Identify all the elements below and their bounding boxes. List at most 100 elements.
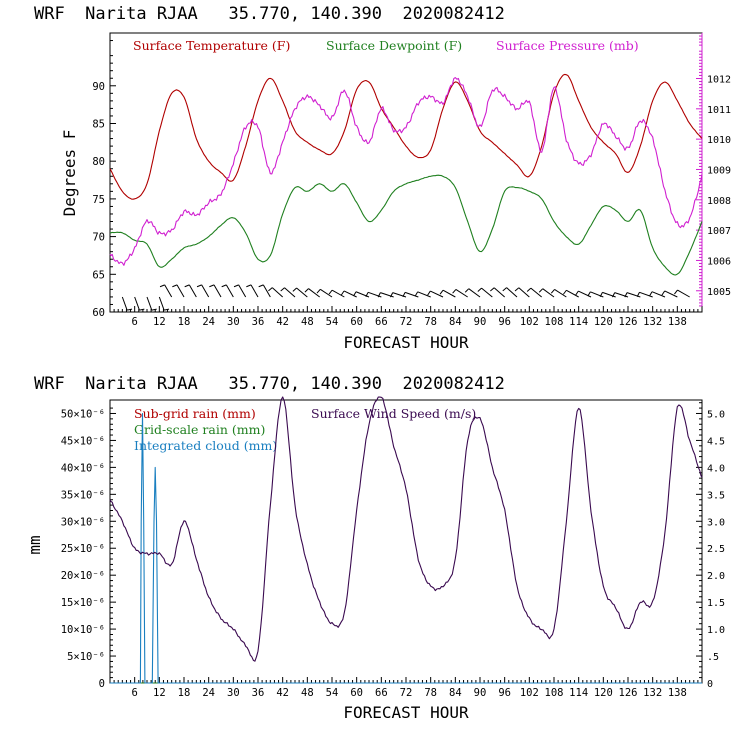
x-tick-label: 18 [178, 316, 191, 328]
wind-barb [262, 284, 271, 298]
y-tick-label: 10×10⁻⁶ [61, 624, 105, 636]
wind-barb [518, 287, 530, 298]
wind-barb-flag [316, 288, 321, 294]
wind-barb [250, 284, 259, 298]
chart-1-frame [109, 32, 703, 313]
wind-barb [284, 287, 296, 298]
series-line-surface-temperature [109, 73, 703, 200]
y2-tick-label: 0 [707, 679, 713, 690]
y2-tick-label: 1008 [707, 196, 731, 207]
y2-tick-label: 2.5 [707, 544, 725, 555]
wind-barb-flag [127, 308, 133, 311]
series-line-integrated-cloud [110, 412, 702, 684]
wind-barb [493, 287, 505, 298]
wind-barb [404, 291, 419, 298]
wind-barb-flag [514, 287, 520, 292]
x-tick-label: 84 [449, 687, 462, 699]
x-tick-label: 66 [375, 316, 388, 328]
wind-barb-flag [599, 292, 603, 298]
wind-barb-flag [328, 289, 333, 295]
wind-barb-flag [365, 292, 369, 297]
y-tick-label: 30×10⁻⁶ [61, 516, 105, 528]
wind-barb [578, 290, 592, 298]
chart-1-series [109, 73, 703, 276]
y-tick-label: 45×10⁻⁶ [61, 435, 105, 447]
wind-barb [238, 284, 247, 298]
x-tick-label: 66 [375, 687, 388, 699]
y2-tick-label: 1009 [707, 165, 731, 176]
chart-1-y-axis-title: Degrees F [60, 130, 79, 217]
x-tick-label: 24 [202, 316, 215, 328]
wind-barb [213, 284, 222, 298]
x-tick-label: 42 [276, 316, 289, 328]
x-tick-label: 48 [301, 687, 314, 699]
wind-barb [417, 291, 431, 298]
wind-barb-flag [526, 287, 532, 292]
x-tick-label: 126 [619, 687, 638, 699]
wind-barb-flag [268, 287, 273, 292]
wind-barb-flag [184, 284, 190, 288]
x-tick-label: 120 [594, 687, 613, 699]
wind-barb [164, 284, 173, 298]
x-tick-label: 138 [668, 687, 687, 699]
wind-barb-flag [427, 290, 431, 296]
x-tick-label: 78 [424, 687, 437, 699]
legend-surface-wind-speed: Surface Wind Speed (m/s) [311, 406, 476, 421]
wind-barb [188, 284, 197, 298]
series-line-surface-wind-speed [109, 396, 703, 662]
y2-tick-label: 4.0 [707, 463, 725, 474]
x-tick-label: 12 [153, 687, 166, 699]
wind-barb [392, 292, 407, 298]
chart-1-y-ticks: 60 65 70 75 80 85 90 [92, 40, 116, 319]
wind-barb [271, 287, 284, 298]
y-tick-label: 65 [92, 269, 105, 281]
wind-barb [468, 288, 481, 298]
wind-barb-flag [246, 284, 252, 288]
wind-barb-flag [164, 308, 170, 311]
wind-barb-flag [502, 287, 507, 292]
wind-barb-flag [233, 284, 239, 288]
wind-barb-flag [353, 291, 357, 297]
wind-barb [134, 296, 140, 311]
chart-2-title: WRF Narita RJAA 35.770, 140.390 20200824… [34, 374, 505, 394]
wind-barb-flag [414, 291, 419, 297]
wind-barb-flag [196, 284, 202, 288]
y2-tick-label: 3.5 [707, 490, 725, 501]
wind-barb-flag [172, 284, 178, 288]
wind-barb-flag [221, 284, 227, 288]
y-tick-label: 35×10⁻⁶ [61, 489, 105, 501]
wind-barb [121, 296, 128, 311]
y2-tick-label: .5 [707, 652, 719, 663]
y-tick-label: 50×10⁻⁶ [61, 408, 105, 420]
wind-barb [442, 289, 456, 298]
wind-barb-flag [477, 287, 482, 292]
y-tick-label: 25×10⁻⁶ [61, 543, 105, 555]
x-tick-label: 96 [498, 687, 511, 699]
y2-tick-label: 1011 [707, 105, 731, 116]
x-tick-label: 114 [569, 316, 588, 328]
y2-tick-label: 1010 [707, 135, 731, 146]
wind-barb [590, 291, 604, 298]
x-tick-label: 30 [227, 687, 240, 699]
legend-surface-dewpoint: Surface Dewpoint (F) [326, 38, 462, 53]
x-tick-label: 132 [643, 316, 662, 328]
x-tick-label: 30 [227, 316, 240, 328]
chart-2-x-axis-title: FORECAST HOUR [343, 703, 469, 722]
x-tick-label: 18 [178, 687, 191, 699]
wind-barb-flag [377, 292, 381, 298]
chart-1-y2-ticks: 1005 1006 1007 1008 1009 1010 1011 1012 [696, 35, 731, 307]
wind-barb [542, 288, 555, 298]
x-tick-label: 48 [301, 316, 314, 328]
y2-tick-label: 2.0 [707, 571, 725, 582]
y-tick-label: 20×10⁻⁶ [61, 570, 105, 582]
wind-barb [651, 291, 666, 298]
wind-barb [320, 288, 333, 298]
wind-barb [355, 291, 370, 298]
x-tick-label: 120 [594, 316, 613, 328]
x-tick-label: 72 [400, 687, 413, 699]
x-tick-label: 36 [252, 316, 265, 328]
wind-barb-flag [390, 292, 394, 298]
wind-barb-flag [550, 289, 555, 294]
wind-barb-flag [538, 288, 544, 293]
wind-barb-flag [280, 287, 285, 292]
